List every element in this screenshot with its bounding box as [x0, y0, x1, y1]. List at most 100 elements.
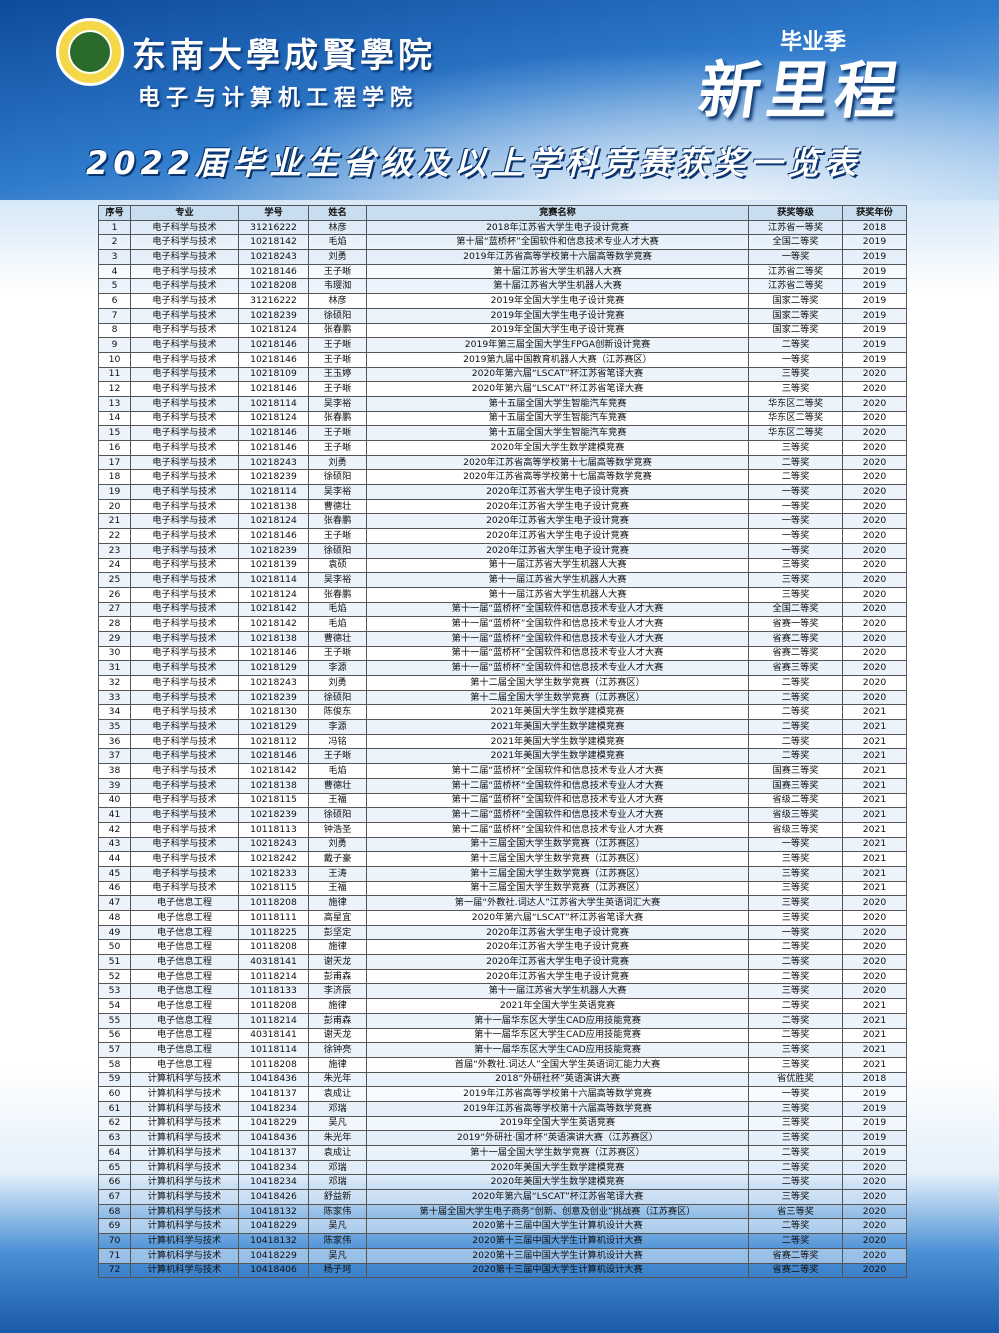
cell-major: 电子科学与技术 [130, 557, 239, 574]
cell-award-level: 省优胜奖 [748, 1071, 843, 1088]
cell-index: 55 [98, 1012, 131, 1029]
cell-award-level: 二等奖 [748, 1233, 843, 1249]
cell-student-id: 10218124 [238, 322, 309, 339]
cell-index: 30 [98, 645, 131, 662]
cell-index: 26 [98, 586, 131, 603]
table-row: 68 计算机科学与技术 10418132 陈家伟 第十届全国大学生电子商务“创新、创意及… [98, 1203, 907, 1220]
cell-award-level: 二等奖 [748, 998, 843, 1014]
cell-award-level: 江苏省二等奖 [748, 263, 843, 280]
slogan: 新里程 [694, 54, 909, 127]
cell-award-year: 2019 [842, 234, 907, 251]
cell-award-level: 一等奖 [748, 351, 843, 368]
cell-student-id: 10218114 [238, 395, 309, 412]
cell-award-level: 二等奖 [748, 337, 843, 353]
cell-student-id: 10218242 [238, 851, 309, 867]
cell-competition: 第十一届“蓝桥杯”全国软件和信息技术专业人才大赛 [366, 660, 749, 676]
table-row: 15 电子科学与技术 10218146 王子晰 第十五届全国大学生智能汽车竞赛 华东区二等… [98, 425, 907, 441]
table-row: 19 电子科学与技术 10218114 吴李裕 2020年江苏省大学生电子设计竞赛 一等奖… [98, 484, 907, 500]
cell-student-id: 10218239 [238, 807, 309, 823]
cell-major: 电子科学与技术 [130, 263, 239, 280]
cell-competition: 第十届全国大学生电子商务“创新、创意及创业”挑战赛（江苏赛区） [366, 1203, 749, 1220]
cell-award-level: 国赛三等奖 [748, 763, 843, 779]
cell-name: 王子晰 [308, 645, 367, 662]
cell-name: 陈家伟 [308, 1203, 367, 1220]
cell-student-id: 10118208 [238, 939, 309, 956]
cell-award-level: 二等奖 [748, 1145, 843, 1161]
cell-name: 吴李裕 [308, 572, 367, 588]
cell-award-year: 2020 [842, 586, 907, 603]
table-row: 52 电子信息工程 10118214 彭甫森 2020年江苏省大学生电子设计竞赛 二等奖 2… [98, 968, 907, 985]
cell-award-year: 2020 [842, 630, 907, 647]
cell-name: 吴李裕 [308, 484, 367, 500]
cell-index: 39 [98, 777, 131, 794]
cell-award-year: 2020 [842, 557, 907, 574]
cell-student-id: 10118113 [238, 821, 309, 838]
cell-student-id: 10418234 [238, 1159, 309, 1176]
cell-award-year: 2018 [842, 219, 907, 236]
cell-name: 邓瑞 [308, 1174, 367, 1191]
cell-award-year: 2020 [842, 1262, 907, 1279]
cell-award-level: 一等奖 [748, 498, 843, 515]
table-row: 44 电子科学与技术 10218242 戴子豪 第十三届全国大学生数学竞赛（江苏赛区）三… [98, 851, 907, 867]
cell-award-year: 2019 [842, 1145, 907, 1161]
cell-award-level: 华东区二等奖 [748, 410, 843, 427]
cell-award-year: 2020 [842, 528, 907, 544]
cell-student-id: 10418406 [238, 1262, 309, 1279]
table-row: 61 计算机科学与技术 10418234 邓瑞 2019年江苏省高等学校第十六届高等数学… [98, 1100, 907, 1117]
cell-award-year: 2020 [842, 1203, 907, 1220]
cell-award-level: 二等奖 [748, 1174, 843, 1191]
cell-competition: 2020年江苏省大学生电子设计竞赛 [366, 924, 749, 941]
cell-award-year: 2018 [842, 1071, 907, 1088]
cell-index: 33 [98, 689, 131, 706]
cell-student-id: 10418229 [238, 1218, 309, 1235]
cell-award-level: 省赛二等奖 [748, 645, 843, 662]
cell-student-id: 10218243 [238, 675, 309, 691]
cell-major: 电子科学与技术 [130, 366, 239, 383]
cell-award-level: 三等奖 [748, 1115, 843, 1132]
cell-name: 邓瑞 [308, 1100, 367, 1117]
cell-student-id: 10218129 [238, 719, 309, 735]
table-row: 65 计算机科学与技术 10418234 邓瑞 2020年美国大学生数学建模竞赛 二等奖 2… [98, 1159, 907, 1176]
table-row: 71 计算机科学与技术 10418229 吴凡 2020第十三届中国大学生计算机设计大赛… [98, 1247, 907, 1264]
cell-award-year: 2020 [842, 910, 907, 926]
cell-award-year: 2020 [842, 675, 907, 691]
cell-award-year: 2021 [842, 1012, 907, 1029]
cell-competition: 第十三届全国大学生数学竞赛（江苏赛区） [366, 865, 749, 882]
cell-student-id: 10218124 [238, 513, 309, 530]
cell-index: 12 [98, 381, 131, 397]
cell-award-level: 一等奖 [748, 484, 843, 500]
table-row: 22 电子科学与技术 10218146 王子晰 2020年江苏省大学生电子设计竞赛 一等奖… [98, 528, 907, 544]
cell-index: 44 [98, 851, 131, 867]
cell-award-level: 华东区二等奖 [748, 395, 843, 412]
table-row: 9 电子科学与技术 10218146 王子晰 2019年第三届全国大学生FPGA创新设计… [98, 337, 907, 353]
table-row: 21 电子科学与技术 10218124 张春鹏 2020年江苏省大学生电子设计竞赛 一等奖… [98, 513, 907, 530]
cell-student-id: 10218142 [238, 616, 309, 632]
cell-student-id: 10418137 [238, 1145, 309, 1161]
cell-index: 5 [98, 278, 131, 295]
cell-competition: 第十一届华东区大学生CAD应用技能竞赛 [366, 1042, 749, 1058]
table-header-row: 序号 专业 学号 姓名 竞赛名称 获奖等级 获奖年份 [98, 205, 907, 221]
cell-name: 张春鹏 [308, 513, 367, 530]
cell-name: 陈俊东 [308, 704, 367, 721]
cell-competition: 第十一届“蓝桥杯”全国软件和信息技术专业人才大赛 [366, 630, 749, 647]
cell-competition: 2020年江苏省大学生电子设计竞赛 [366, 954, 749, 970]
cell-award-level: 三等奖 [748, 895, 843, 911]
cell-student-id: 10218243 [238, 454, 309, 471]
cell-major: 计算机科学与技术 [130, 1071, 239, 1088]
cell-award-level: 一等奖 [748, 249, 843, 265]
cell-competition: 2018“外研社杯”英语演讲大赛 [366, 1071, 749, 1088]
cell-major: 电子科学与技术 [130, 293, 239, 309]
cell-major: 电子信息工程 [130, 895, 239, 911]
table-row: 38 电子科学与技术 10218142 毛焰 第十二届“蓝桥杯”全国软件和信息技术专业人… [98, 763, 907, 779]
table-row: 16 电子科学与技术 10218146 王子晰 2020年全国大学生数学建模竞赛 三等奖 2… [98, 440, 907, 456]
cell-major: 电子科学与技术 [130, 234, 239, 251]
cell-award-level: 三等奖 [748, 1042, 843, 1058]
cell-award-level: 二等奖 [748, 939, 843, 956]
cell-award-level: 国家二等奖 [748, 293, 843, 309]
cell-competition: 2018年江苏省大学生电子设计竞赛 [366, 219, 749, 236]
cell-competition: 2019年全国大学生电子设计竞赛 [366, 322, 749, 339]
cell-name: 吴凡 [308, 1115, 367, 1132]
cell-award-level: 三等奖 [748, 983, 843, 1000]
cell-award-level: 三等奖 [748, 440, 843, 456]
cell-index: 64 [98, 1145, 131, 1161]
